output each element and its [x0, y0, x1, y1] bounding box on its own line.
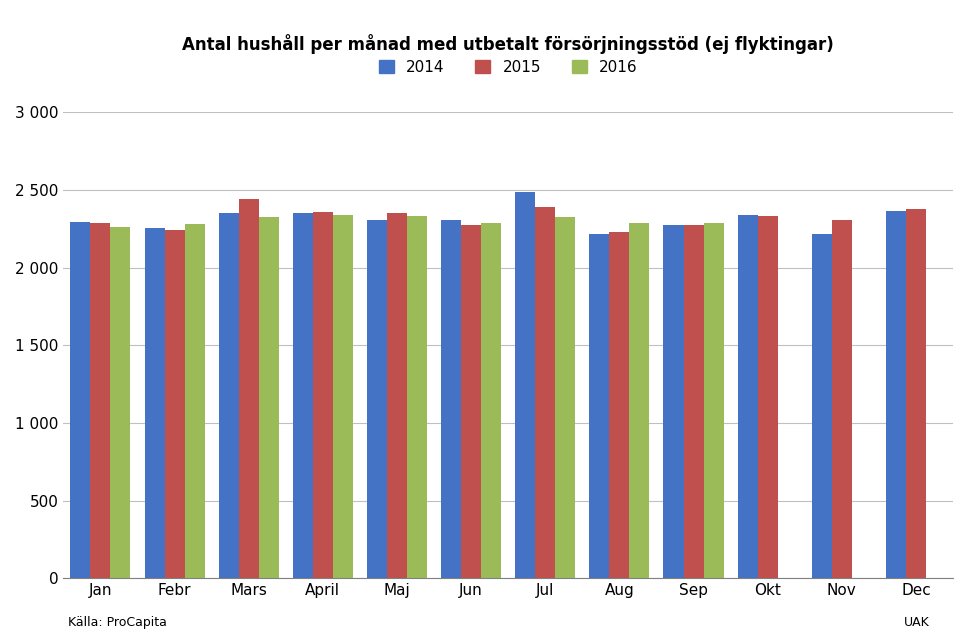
Bar: [461, 225, 481, 578]
Bar: [313, 212, 333, 578]
Bar: [738, 215, 758, 578]
Bar: [367, 221, 387, 578]
Bar: [441, 221, 461, 578]
Bar: [110, 226, 131, 578]
Bar: [165, 231, 185, 578]
Bar: [239, 198, 258, 578]
Bar: [683, 225, 704, 578]
Bar: [704, 224, 723, 578]
Bar: [556, 217, 575, 578]
Bar: [535, 207, 556, 578]
Bar: [185, 224, 204, 578]
Text: UAK: UAK: [903, 616, 929, 629]
Bar: [258, 217, 279, 578]
Bar: [886, 211, 906, 578]
Bar: [515, 191, 535, 578]
Text: Källa: ProCapita: Källa: ProCapita: [68, 616, 166, 629]
Bar: [629, 222, 650, 578]
Bar: [663, 225, 683, 578]
Bar: [832, 221, 852, 578]
Title: Antal hushåll per månad med utbetalt försörjningsstöd (ej flyktingar): Antal hushåll per månad med utbetalt för…: [182, 34, 834, 54]
Bar: [90, 224, 110, 578]
Bar: [906, 209, 926, 578]
Bar: [219, 212, 239, 578]
Bar: [387, 214, 407, 578]
Bar: [407, 216, 427, 578]
Bar: [292, 212, 313, 578]
Bar: [333, 215, 353, 578]
Bar: [144, 228, 165, 578]
Bar: [590, 234, 610, 578]
Bar: [758, 216, 777, 578]
Legend: 2014, 2015, 2016: 2014, 2015, 2016: [378, 59, 638, 75]
Bar: [481, 224, 501, 578]
Bar: [610, 232, 629, 578]
Bar: [812, 234, 832, 578]
Bar: [71, 222, 90, 578]
